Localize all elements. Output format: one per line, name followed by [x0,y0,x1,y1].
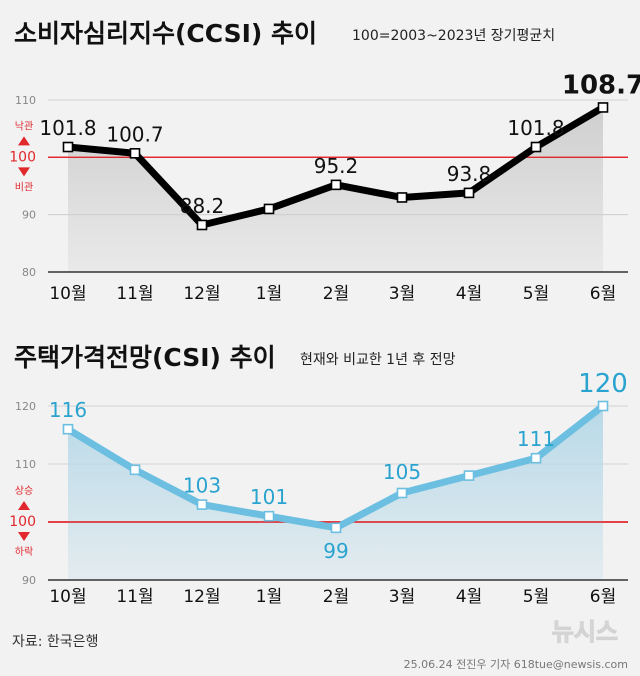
data-label: 116 [49,398,87,422]
y-tick-label: 120 [15,400,36,413]
data-label: 120 [578,369,628,399]
data-point [330,179,342,191]
newsis-watermark: 뉴시스 [551,618,618,647]
y-tick-label: 100 [9,149,36,165]
down-arrow-icon [18,167,30,177]
data-label: 105 [383,460,421,484]
lower-label: 비관 [15,181,33,193]
csi-title: 주택가격전망(CSI) 추이 [14,343,276,372]
data-point [396,192,408,203]
data-point [530,141,542,153]
data-point [597,400,609,412]
data-point [62,141,74,153]
x-tick-label: 6월 [590,587,616,607]
credit-text: 25.06.24 전진우 기자 618tue@newsis.com [404,658,628,671]
lower-label: 하락 [15,545,33,558]
data-point [196,499,208,510]
data-label: 111 [517,427,555,451]
data-label: 101.8 [507,116,564,140]
data-label: 101.8 [39,116,96,140]
data-point [196,219,208,231]
y-tick-label: 90 [22,209,36,222]
ccsi-subtitle: 100=2003~2023년 장기평균치 [352,28,555,44]
x-tick-label: 2월 [323,587,349,607]
upper-label: 낙관 [15,120,33,132]
data-label: 88.2 [180,194,225,218]
x-tick-label: 3월 [389,284,415,304]
x-tick-label: 5월 [523,587,549,607]
data-label: 93.8 [447,162,492,186]
data-label: 101 [250,485,288,509]
data-point [129,464,141,476]
data-point [129,148,141,159]
x-tick-label: 6월 [590,284,616,304]
data-label: 100.7 [106,122,163,146]
y-tick-label: 90 [22,574,36,587]
data-point [463,187,475,199]
data-point [263,203,275,215]
data-point [330,522,342,534]
x-tick-label: 1월 [256,284,282,304]
data-point [396,487,408,499]
x-tick-label: 3월 [389,587,415,607]
y-tick-label: 110 [15,458,36,471]
ccsi-title: 소비자심리지수(CCSI) 추이 [14,19,317,48]
x-tick-label: 12월 [183,284,220,304]
upper-label: 상승 [15,485,33,497]
watermark-text: 뉴시스 [552,618,618,646]
data-label: 95.2 [314,154,359,178]
x-tick-label: 5월 [523,284,549,304]
area-fill [68,406,603,580]
up-arrow-icon [18,501,30,510]
x-tick-label: 11월 [116,284,153,304]
y-tick-label: 110 [15,94,36,107]
x-tick-label: 2월 [323,284,349,304]
data-label: 99 [323,539,348,563]
source-text: 자료: 한국은행 [12,634,98,650]
x-tick-label: 4월 [456,284,482,304]
data-point [263,510,275,522]
csi-subtitle: 현재와 비교한 1년 후 전망 [300,352,456,368]
data-label: 108.7 [562,70,640,100]
y-tick-label: 100 [9,514,36,530]
y-tick-label: 80 [22,266,36,279]
x-tick-label: 12월 [183,587,220,607]
data-label: 103 [183,474,221,498]
x-tick-label: 10월 [49,284,86,304]
data-point [62,423,74,435]
x-tick-label: 1월 [256,587,282,607]
up-arrow-icon [18,136,30,146]
data-point [463,470,475,481]
data-point [530,452,542,464]
down-arrow-icon [18,532,30,541]
x-tick-label: 11월 [116,587,153,607]
data-point [597,102,609,113]
x-tick-label: 10월 [49,587,86,607]
x-tick-label: 4월 [456,587,482,607]
